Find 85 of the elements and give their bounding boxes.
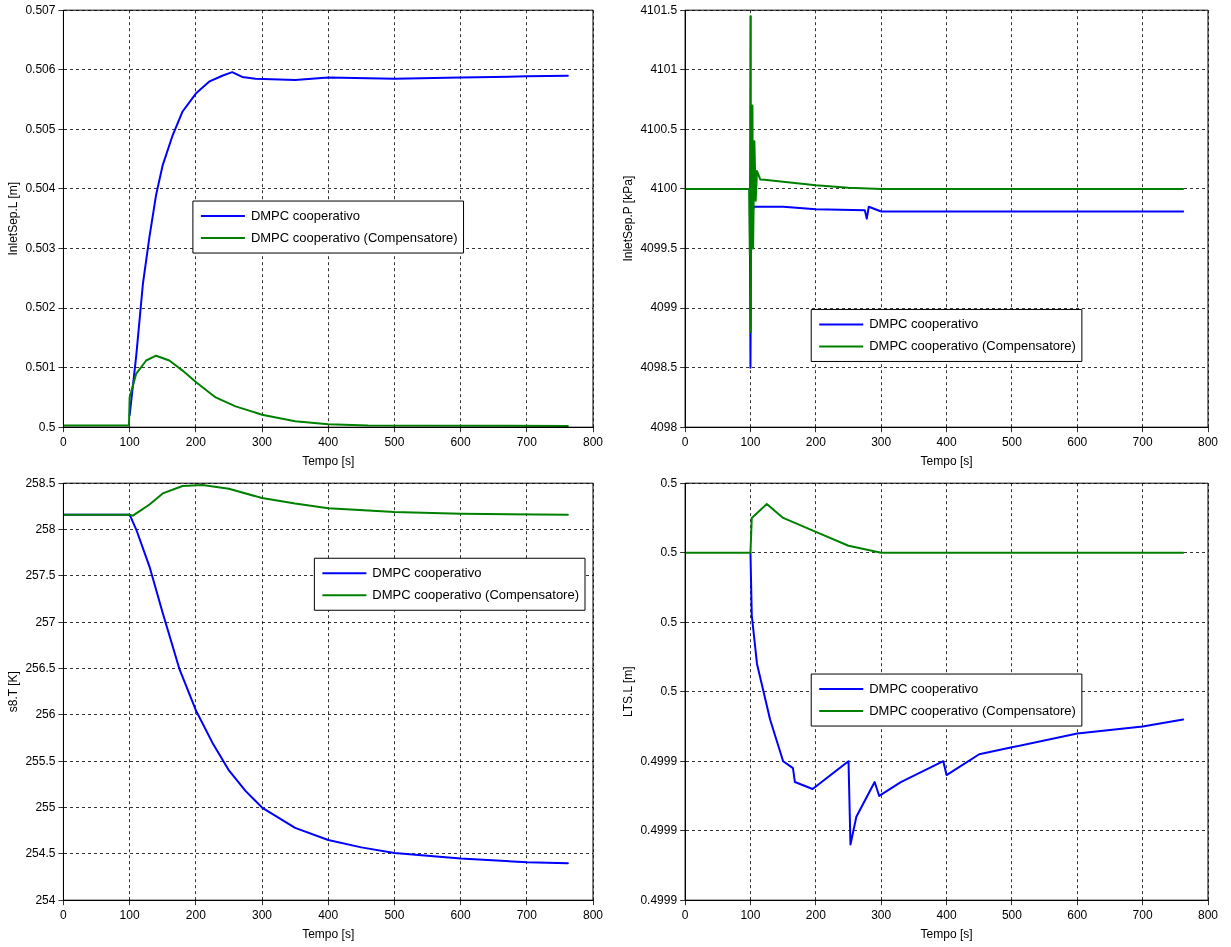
y-tick-label: 258 [35,521,56,536]
y-tick-label: 0.503 [25,240,56,255]
y-axis-title: InletSep.P [kPa] [620,175,635,262]
y-tick-label: 4099.5 [640,240,678,255]
x-axis-title: Tempo [s] [302,927,355,942]
x-tick-label: 200 [185,434,207,449]
x-tick-label: 200 [185,907,207,922]
y-tick-label: 257.5 [25,568,56,583]
y-tick-label: 0.507 [25,2,56,17]
x-tick-label: 700 [516,434,538,449]
x-axis-title: Tempo [s] [302,454,355,469]
x-tick-label: 400 [318,907,339,922]
y-tick-label: 254.5 [25,846,56,861]
y-tick-label: 4101.5 [640,2,678,17]
x-tick-label: 0 [681,434,689,449]
x-tick-label: 700 [1132,907,1153,922]
y-tick-label: 256 [35,707,56,722]
x-tick-label: 100 [740,434,761,449]
x-tick-label: 300 [252,434,273,449]
x-tick-label: 600 [1067,434,1088,449]
y-tick-label: 0.4999 [640,823,678,838]
y-tick-label: 4101 [650,62,678,77]
y-tick-label: 4099 [650,300,678,315]
x-tick-label: 300 [252,907,273,922]
y-tick-label: 0.4999 [640,753,678,768]
x-axis-title: Tempo [s] [920,454,973,469]
y-tick-label: 0.501 [25,359,56,374]
y-tick-label: 4100 [650,181,678,196]
y-axis-title: LTS.L [m] [620,666,635,718]
y-tick-label: 4098 [650,419,678,434]
y-tick-label: 258.5 [25,475,56,490]
y-tick-label: 0.502 [25,300,56,315]
x-tick-label: 300 [871,907,892,922]
x-tick-label: 600 [450,434,471,449]
y-tick-label: 255.5 [25,753,56,768]
y-tick-label: 0.5 [660,614,678,629]
x-tick-label: 400 [936,907,957,922]
y-tick-label: 255 [35,799,56,814]
x-tick-label: 800 [582,434,604,449]
x-tick-label: 400 [936,434,957,449]
x-axis-title: Tempo [s] [920,927,973,942]
x-tick-label: 800 [1197,434,1219,449]
legend-label: DMPC cooperativo [869,680,979,696]
y-tick-label: 0.506 [25,62,56,77]
y-tick-label: 0.5 [660,545,678,560]
x-tick-label: 500 [1001,907,1023,922]
x-tick-label: 300 [871,434,892,449]
legend-label: DMPC cooperativo [372,564,482,580]
y-tick-label: 0.5 [660,475,678,490]
y-tick-label: 0.505 [25,121,56,136]
x-tick-label: 600 [1067,907,1088,922]
y-tick-label: 0.5 [38,419,56,434]
x-tick-label: 0 [60,907,68,922]
y-tick-label: 0.5 [660,684,678,699]
x-tick-label: 100 [740,907,761,922]
x-tick-label: 500 [384,907,405,922]
x-tick-label: 800 [582,907,604,922]
legend-label: DMPC cooperativo (Compensatore) [869,338,1076,354]
x-tick-label: 200 [805,434,827,449]
x-tick-label: 100 [119,907,140,922]
y-tick-label: 0.504 [25,181,56,196]
y-tick-label: 4098.5 [640,359,678,374]
x-tick-label: 500 [1001,434,1023,449]
y-tick-label: 254 [35,892,56,907]
x-tick-label: 0 [60,434,68,449]
y-tick-label: 257 [35,614,56,629]
y-axis-title: s8.T [K] [5,671,20,713]
x-tick-label: 0 [681,907,689,922]
legend-label: DMPC cooperativo [869,316,979,332]
legend-label: DMPC cooperativo (Compensatore) [250,229,458,245]
x-tick-label: 700 [516,907,538,922]
x-tick-label: 500 [384,434,405,449]
legend-label: DMPC cooperativo (Compensatore) [869,702,1076,718]
x-tick-label: 400 [318,434,339,449]
legend-label: DMPC cooperativo [250,207,361,223]
y-tick-label: 0.4999 [640,892,678,907]
legend-label: DMPC cooperativo (Compensatore) [372,586,580,602]
y-axis-title: InletSep.L [m] [5,181,20,256]
x-tick-label: 600 [450,907,471,922]
x-tick-label: 200 [805,907,827,922]
x-tick-label: 100 [119,434,140,449]
y-tick-label: 256.5 [25,660,56,675]
x-tick-label: 800 [1197,907,1219,922]
y-tick-label: 4100.5 [640,121,678,136]
x-tick-label: 700 [1132,434,1153,449]
